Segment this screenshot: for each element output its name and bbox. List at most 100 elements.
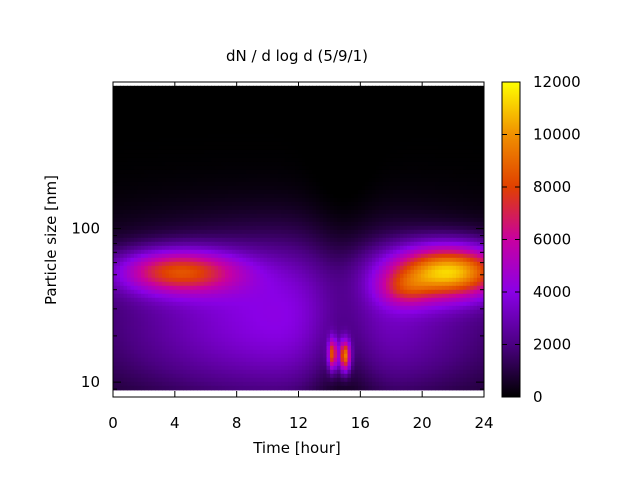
- heat-cell: [235, 113, 240, 119]
- heat-cell: [431, 153, 436, 159]
- heat-cell: [148, 237, 153, 243]
- heat-cell: [421, 133, 426, 139]
- heat-cell: [340, 241, 345, 247]
- heat-cell: [172, 193, 177, 199]
- heat-cell: [421, 113, 426, 119]
- heat-cell: [228, 213, 233, 219]
- heat-cell: [162, 253, 167, 259]
- heat-cell: [260, 189, 265, 195]
- heat-cell: [456, 133, 461, 139]
- heat-cell: [221, 241, 226, 247]
- heat-cell: [389, 253, 394, 259]
- heat-cell: [253, 129, 258, 135]
- heat-cell: [148, 233, 153, 239]
- heat-cell: [326, 177, 331, 183]
- heat-cell: [197, 181, 202, 187]
- heat-cell: [281, 221, 286, 227]
- heat-cell: [186, 249, 191, 255]
- heat-cell: [116, 117, 121, 123]
- heat-cell: [470, 137, 475, 143]
- heat-cell: [242, 85, 247, 91]
- heat-cell: [120, 113, 125, 119]
- heat-cell: [221, 145, 226, 151]
- heat-cell: [473, 105, 478, 111]
- heat-cell: [358, 177, 363, 183]
- heat-cell: [403, 113, 408, 119]
- heat-cell: [179, 257, 184, 263]
- heat-cell: [428, 181, 433, 187]
- heat-cell: [379, 189, 384, 195]
- heat-cell: [176, 237, 181, 243]
- heat-cell: [235, 153, 240, 159]
- heat-cell: [396, 125, 401, 131]
- heat-cell: [284, 93, 289, 99]
- heat-cell: [372, 213, 377, 219]
- heat-cell: [375, 189, 380, 195]
- heat-cell: [351, 177, 356, 183]
- heat-cell: [396, 165, 401, 171]
- heat-cell: [235, 85, 240, 91]
- heat-cell: [305, 213, 310, 219]
- heat-cell: [386, 141, 391, 147]
- heat-cell: [326, 89, 331, 95]
- heat-cell: [330, 105, 335, 111]
- heat-cell: [263, 265, 268, 271]
- heat-cell: [319, 161, 324, 167]
- heat-cell: [351, 109, 356, 115]
- heat-cell: [253, 109, 258, 115]
- heat-cell: [375, 89, 380, 95]
- heat-cell: [375, 161, 380, 167]
- heat-cell: [134, 189, 139, 195]
- heat-cell: [470, 241, 475, 247]
- heat-cell: [424, 233, 429, 239]
- heat-cell: [382, 165, 387, 171]
- heat-cell: [368, 257, 373, 263]
- heat-cell: [421, 189, 426, 195]
- heat-cell: [256, 217, 261, 223]
- heat-cell: [281, 153, 286, 159]
- heat-cell: [466, 149, 471, 155]
- heat-cell: [400, 89, 405, 95]
- heat-cell: [169, 165, 174, 171]
- heat-cell: [459, 265, 464, 271]
- heat-cell: [309, 133, 314, 139]
- heat-cell: [330, 161, 335, 167]
- heat-cell: [309, 193, 314, 199]
- heat-cell: [344, 149, 349, 155]
- heat-cell: [179, 93, 184, 99]
- heat-cell: [123, 237, 128, 243]
- heat-cell: [144, 265, 149, 271]
- heat-cell: [452, 221, 457, 227]
- heat-cell: [417, 249, 422, 255]
- heat-cell: [435, 153, 440, 159]
- heat-cell: [123, 129, 128, 135]
- heat-cell: [463, 181, 468, 187]
- heat-cell: [225, 221, 230, 227]
- heat-cell: [127, 129, 132, 135]
- heat-cell: [421, 161, 426, 167]
- heat-cell: [260, 161, 265, 167]
- heat-cell: [337, 201, 342, 207]
- heat-cell: [445, 137, 450, 143]
- heat-cell: [291, 185, 296, 191]
- heat-cell: [323, 177, 328, 183]
- heat-cell: [382, 181, 387, 187]
- heat-cell: [459, 225, 464, 231]
- heat-cell: [260, 141, 265, 147]
- heat-cell: [120, 133, 125, 139]
- heat-cell: [235, 169, 240, 175]
- heat-cell: [351, 125, 356, 131]
- heat-cell: [428, 161, 433, 167]
- heat-cell: [351, 97, 356, 103]
- heat-cell: [190, 193, 195, 199]
- heat-cell: [148, 145, 153, 151]
- heat-cell: [197, 229, 202, 235]
- heat-cell: [256, 125, 261, 131]
- heat-cell: [151, 117, 156, 123]
- heat-cell: [431, 117, 436, 123]
- heat-cell: [417, 189, 422, 195]
- heat-cell: [207, 269, 212, 275]
- heat-cell: [179, 149, 184, 155]
- heat-cell: [417, 205, 422, 211]
- heat-cell: [340, 89, 345, 95]
